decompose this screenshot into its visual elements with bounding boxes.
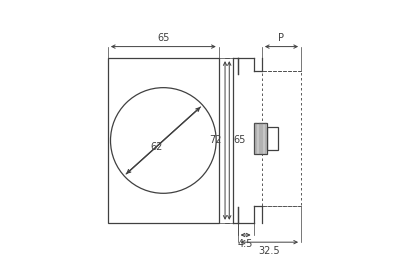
Text: 4.5: 4.5	[238, 239, 253, 249]
Bar	[267, 127, 278, 150]
Text: 32.5: 32.5	[258, 246, 280, 256]
Text: 65: 65	[233, 135, 246, 145]
Bar	[262, 71, 301, 206]
Text: 72: 72	[209, 135, 222, 145]
Text: P: P	[278, 33, 284, 43]
Text: 65: 65	[157, 33, 170, 43]
Bar	[254, 122, 267, 154]
Bar	[108, 58, 219, 223]
Text: 62: 62	[151, 142, 163, 152]
